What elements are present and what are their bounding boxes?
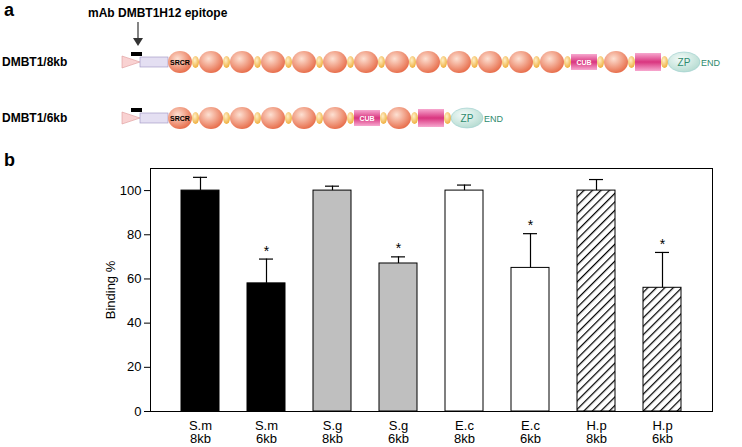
svg-text:END: END xyxy=(484,114,504,124)
svg-text:S.m6kb: S.m6kb xyxy=(255,418,278,446)
svg-text:E.c8kb: E.c8kb xyxy=(454,418,475,446)
svg-text:*: * xyxy=(396,240,402,256)
svg-text:ZP: ZP xyxy=(678,57,691,68)
svg-text:mAb DMBT1H12 epitope: mAb DMBT1H12 epitope xyxy=(88,6,228,20)
svg-text:SRCR: SRCR xyxy=(170,59,190,66)
svg-text:S.m8kb: S.m8kb xyxy=(189,418,212,446)
svg-text:DMBT1/8kb: DMBT1/8kb xyxy=(2,55,67,69)
svg-text:CUB: CUB xyxy=(359,115,374,122)
svg-text:END: END xyxy=(701,58,721,68)
svg-text:40: 40 xyxy=(127,315,141,330)
svg-text:*: * xyxy=(528,217,534,233)
svg-text:S.g6kb: S.g6kb xyxy=(388,418,409,446)
svg-text:80: 80 xyxy=(127,227,141,242)
svg-text:100: 100 xyxy=(120,183,142,198)
svg-text:*: * xyxy=(660,236,666,252)
svg-text:DMBT1/6kb: DMBT1/6kb xyxy=(2,111,67,125)
svg-text:H.p6kb: H.p6kb xyxy=(652,418,673,446)
svg-text:SRCR: SRCR xyxy=(170,115,190,122)
svg-text:ZP: ZP xyxy=(461,113,474,124)
html-text:b: b xyxy=(4,150,15,170)
svg-text:CUB: CUB xyxy=(576,59,591,66)
svg-text:E.c6kb: E.c6kb xyxy=(520,418,541,446)
svg-text:Binding %: Binding % xyxy=(103,260,118,319)
svg-text:20: 20 xyxy=(127,359,141,374)
svg-text:0: 0 xyxy=(134,404,141,419)
svg-text:a: a xyxy=(4,0,15,20)
svg-text:*: * xyxy=(264,243,270,259)
svg-text:S.g8kb: S.g8kb xyxy=(322,418,343,446)
svg-text:H.p8kb: H.p8kb xyxy=(586,418,607,446)
svg-text:60: 60 xyxy=(127,271,141,286)
